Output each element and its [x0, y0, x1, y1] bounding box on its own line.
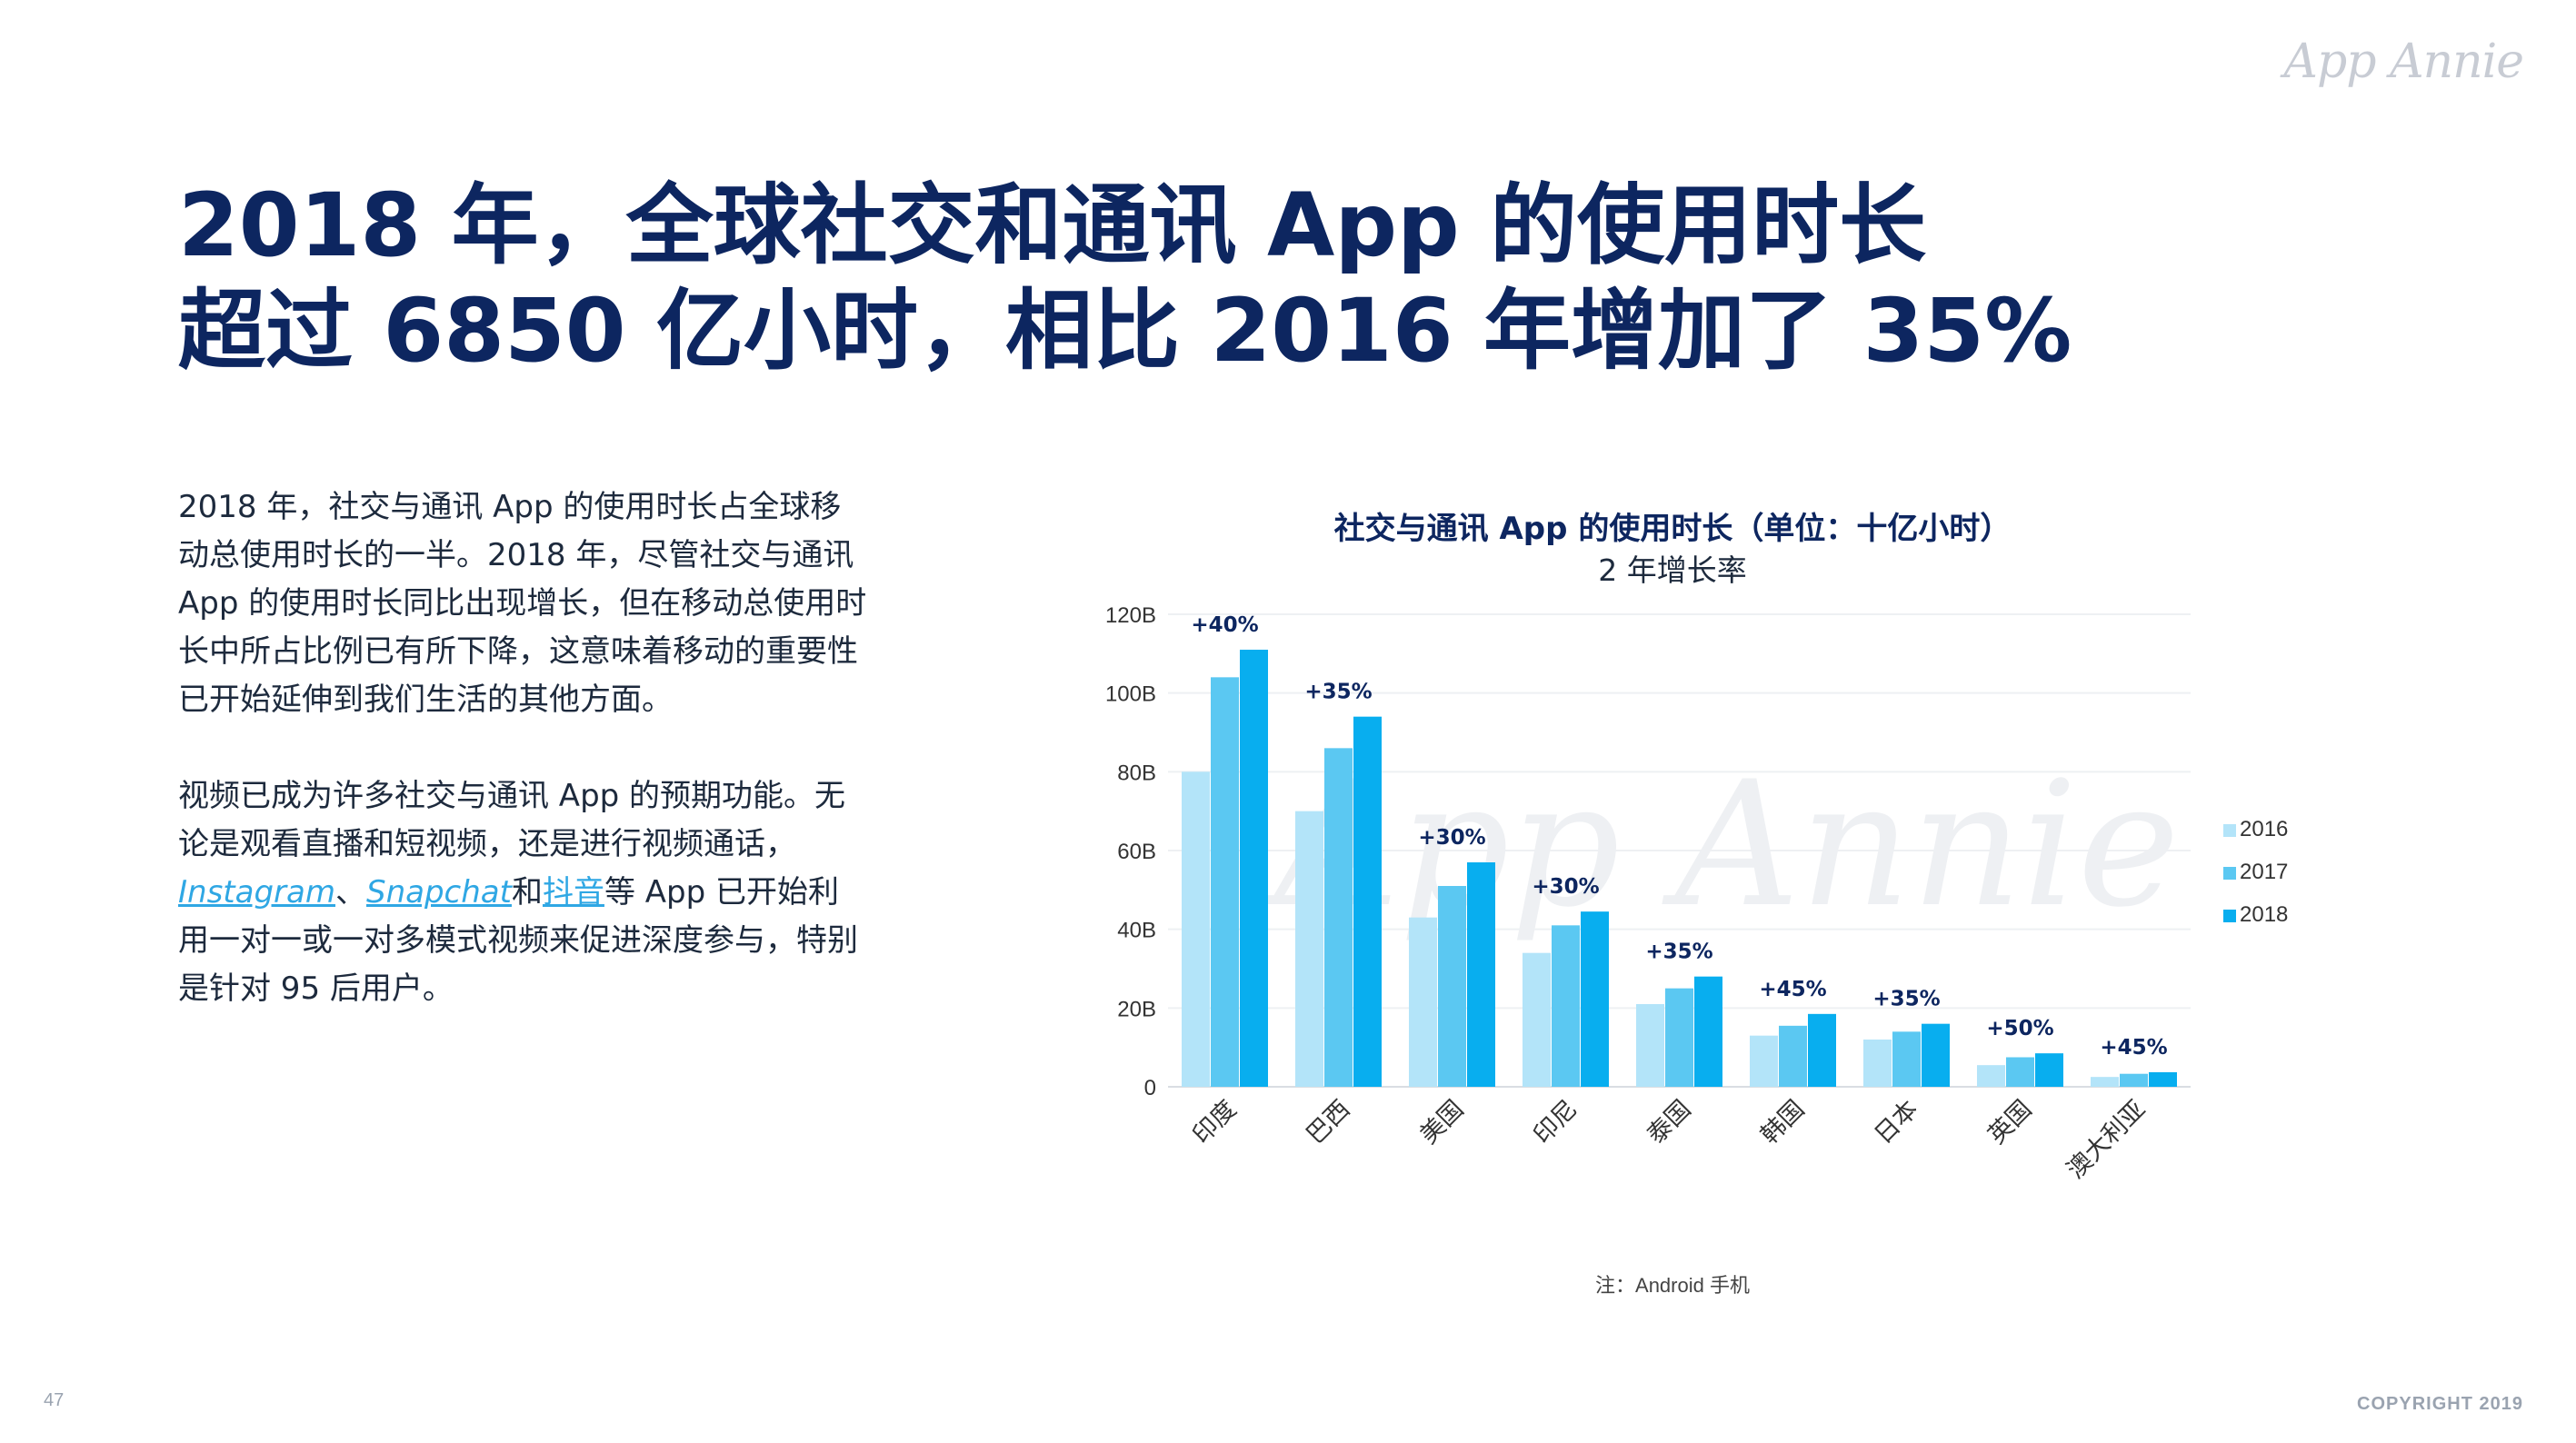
- chart-title: 社交与通讯 App 的使用时长（单位：十亿小时）: [1333, 511, 2012, 547]
- y-tick-label: 60B: [1117, 840, 1156, 864]
- legend-label: 2018: [2240, 902, 2288, 927]
- growth-label: +30%: [1532, 875, 1599, 899]
- bar: [1665, 988, 1693, 1087]
- douyin-link[interactable]: 抖音: [542, 874, 604, 911]
- legend-label: 2017: [2240, 860, 2288, 884]
- snapchat-link[interactable]: Snapchat: [365, 874, 512, 911]
- growth-label: +35%: [1872, 988, 1940, 1011]
- y-tick-label: 80B: [1117, 761, 1156, 785]
- chart-subtitle: 2 年增长率: [1598, 552, 1747, 588]
- page-title-line-2: 超过 6850 亿小时，相比 2016 年增加了 35%: [178, 280, 2072, 382]
- bar: [1922, 1023, 1950, 1087]
- y-tick-label: 20B: [1117, 997, 1156, 1021]
- page-title-line-1: 2018 年，全球社交和通讯 App 的使用时长: [178, 174, 1927, 276]
- x-tick-label: 印度: [1187, 1095, 1242, 1149]
- bar: [2035, 1053, 2063, 1087]
- growth-label: +45%: [2100, 1036, 2167, 1060]
- bar: [1467, 862, 1495, 1087]
- paragraph-2-rest: 等 App 已开始利用一对一或一对多模式视频来促进深度参与，特别是针对 95 后…: [178, 874, 858, 1007]
- chart-watermark: App Annie: [1261, 744, 2180, 945]
- bar: [1694, 976, 1722, 1087]
- page-number: 47: [44, 1390, 65, 1410]
- growth-label: +40%: [1191, 613, 1258, 637]
- bar: [1324, 748, 1353, 1087]
- separator: 、: [334, 874, 366, 911]
- legend-label: 2016: [2240, 817, 2288, 841]
- y-tick-label: 120B: [1105, 603, 1156, 628]
- bar: [1892, 1031, 1921, 1087]
- paragraph-2: 视频已成为许多社交与通讯 App 的预期功能。无论是观看直播和短视频，还是进行视…: [178, 772, 869, 1013]
- x-tick-label: 韩国: [1755, 1095, 1810, 1149]
- growth-label: +35%: [1645, 940, 1712, 964]
- body-text: 2018 年，社交与通讯 App 的使用时长占全球移动总使用时长的一半。2018…: [178, 483, 869, 1061]
- y-tick-label: 100B: [1105, 682, 1156, 707]
- x-tick-label: 英国: [1982, 1095, 2037, 1149]
- footnote: 注：Android 手机: [1595, 1274, 1750, 1297]
- and-text: 和: [511, 874, 543, 911]
- copyright: COPYRIGHT 2019: [2357, 1394, 2523, 1414]
- x-tick-label: 泰国: [1642, 1095, 1696, 1149]
- instagram-link[interactable]: Instagram: [178, 874, 335, 911]
- page-title: 2018 年，全球社交和通讯 App 的使用时长 超过 6850 亿小时，相比 …: [178, 173, 2269, 383]
- paragraph-1: 2018 年，社交与通讯 App 的使用时长占全球移动总使用时长的一半。2018…: [178, 489, 867, 718]
- y-tick-label: 40B: [1117, 919, 1156, 943]
- growth-label: +35%: [1304, 681, 1372, 704]
- bar: [2006, 1057, 2034, 1087]
- bar: [1863, 1040, 1892, 1087]
- x-tick-label: 巴西: [1301, 1095, 1355, 1149]
- x-tick-label: 美国: [1414, 1095, 1469, 1149]
- bar: [1581, 911, 1609, 1087]
- bar: [1552, 925, 1580, 1087]
- growth-label: +45%: [1759, 978, 1826, 1001]
- bar: [2091, 1077, 2119, 1087]
- bar: [1750, 1035, 1778, 1087]
- legend-swatch: [2223, 867, 2236, 880]
- bar: [1523, 952, 1551, 1087]
- x-tick-label: 印尼: [1528, 1095, 1583, 1149]
- growth-label: +30%: [1418, 826, 1485, 850]
- paragraph-2-intro: 视频已成为许多社交与通讯 App 的预期功能。无论是观看直播和短视频，还是进行视…: [178, 778, 846, 862]
- bar: [1808, 1013, 1836, 1087]
- bar: [1977, 1065, 2005, 1087]
- bar: [1353, 716, 1382, 1087]
- bar: [1240, 650, 1268, 1087]
- bar: [1295, 811, 1323, 1087]
- x-tick-label: 日本: [1869, 1095, 1923, 1149]
- bar: [1779, 1025, 1807, 1087]
- bar: [1182, 771, 1210, 1087]
- bar: [2120, 1073, 2148, 1087]
- legend-swatch: [2223, 824, 2236, 837]
- growth-label: +50%: [1986, 1017, 2053, 1040]
- x-tick-label: 澳大利亚: [2062, 1095, 2151, 1184]
- bar: [1438, 886, 1466, 1087]
- app-annie-logo: App Annie: [2283, 35, 2524, 89]
- y-tick-label: 0: [1144, 1076, 1156, 1100]
- bar: [2149, 1071, 2177, 1087]
- bar: [1211, 677, 1239, 1087]
- bar: [1409, 917, 1437, 1087]
- legend-swatch: [2223, 910, 2236, 922]
- bar: [1636, 1004, 1664, 1087]
